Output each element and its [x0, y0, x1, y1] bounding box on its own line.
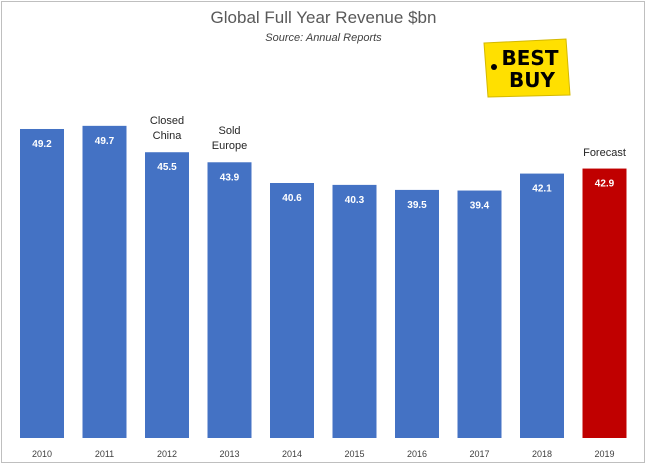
x-tick-label-2017: 2017: [469, 449, 489, 459]
data-label-2015: 40.3: [345, 195, 365, 206]
bar-2013: [207, 162, 252, 438]
x-tick-label-2013: 2013: [219, 449, 239, 459]
data-label-2012: 45.5: [157, 162, 177, 173]
x-tick-label-2018: 2018: [532, 449, 552, 459]
bar-2018: [520, 173, 564, 438]
x-tick-label-2011: 2011: [95, 449, 114, 459]
x-tick-label-2019: 2019: [594, 449, 614, 459]
bar-2016: [395, 189, 439, 438]
data-label-2013: 43.9: [220, 172, 240, 183]
x-tick-label-2012: 2012: [157, 449, 177, 459]
data-label-2014: 40.6: [282, 193, 302, 204]
x-tick-label-2016: 2016: [407, 449, 427, 459]
annotation-2013: Sold Europe: [211, 125, 248, 153]
bar-2017: [457, 190, 502, 438]
bar-2015: [332, 184, 377, 438]
annotation-2019: Forecast: [583, 146, 626, 159]
bar-2011: [82, 125, 127, 438]
data-label-2016: 39.5: [407, 200, 427, 211]
data-label-2011: 49.7: [95, 136, 115, 147]
annotation-2012: Closed China: [149, 115, 185, 143]
chart-subtitle: Source: Annual Reports: [265, 32, 382, 44]
bar-2010: [20, 128, 64, 438]
bar-2014: [270, 183, 314, 438]
data-label-2019: 42.9: [595, 179, 615, 190]
data-label-2017: 39.4: [470, 201, 490, 212]
logo-text-line1: BEST: [502, 46, 559, 70]
data-label-2018: 42.1: [532, 184, 552, 195]
bar-2012: [145, 152, 189, 438]
logo-text-line2: BUY: [509, 68, 555, 92]
x-tick-label-2010: 2010: [32, 449, 52, 459]
best-buy-logo: BEST BUY: [483, 38, 571, 98]
x-tick-label-2015: 2015: [344, 449, 364, 459]
bar-2019: [582, 168, 627, 438]
data-label-2010: 49.2: [32, 139, 52, 150]
x-tick-label-2014: 2014: [282, 449, 302, 459]
chart-title: Global Full Year Revenue $bn: [210, 8, 437, 27]
